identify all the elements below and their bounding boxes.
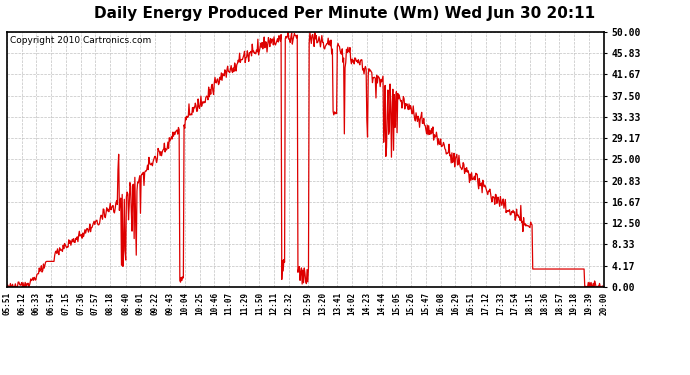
Text: Copyright 2010 Cartronics.com: Copyright 2010 Cartronics.com	[10, 36, 151, 45]
Text: Daily Energy Produced Per Minute (Wm) Wed Jun 30 20:11: Daily Energy Produced Per Minute (Wm) We…	[95, 6, 595, 21]
